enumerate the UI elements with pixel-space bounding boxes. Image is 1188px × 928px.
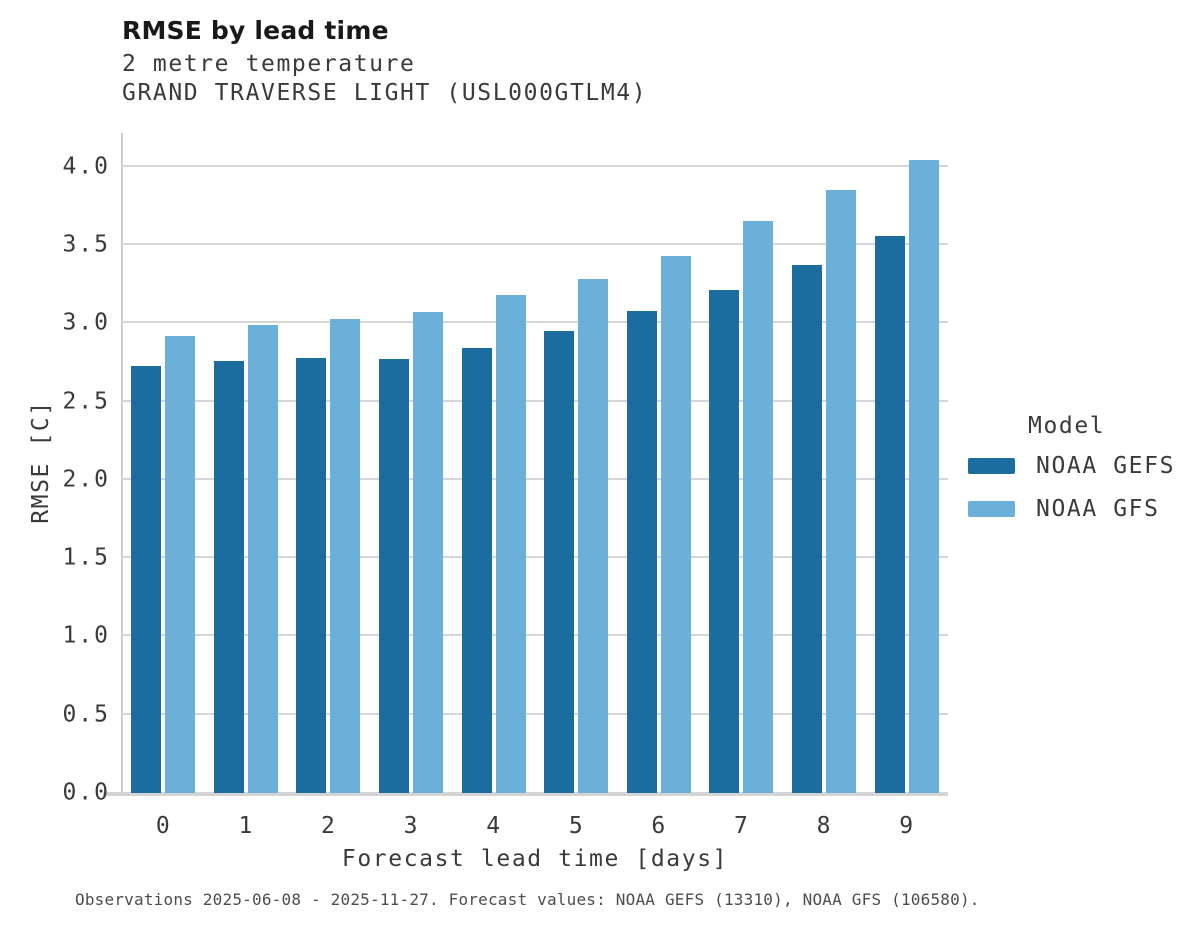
chart-title: RMSE by lead time (122, 16, 389, 45)
x-tick-label-8: 8 (816, 813, 832, 839)
x-tick-label-2: 2 (321, 813, 336, 839)
bar-noaa-gefs-lead-8 (792, 265, 823, 793)
bar-group-lead-9 (865, 133, 948, 793)
bar-group-lead-4 (452, 133, 535, 793)
bar-group-lead-3 (370, 133, 453, 793)
x-tick-label-1: 1 (238, 813, 254, 839)
x-axis-title: Forecast lead time [days] (341, 846, 729, 872)
bar-noaa-gfs-lead-9 (908, 160, 939, 793)
bar-noaa-gfs-lead-7 (743, 221, 774, 793)
bar-group-lead-6 (618, 133, 701, 793)
y-tick-label-0.5: 0.5 (62, 701, 110, 728)
y-tick-label-1.5: 1.5 (62, 544, 110, 571)
legend-label: NOAA GEFS (1036, 453, 1176, 479)
x-tick-label-9: 9 (899, 813, 915, 839)
legend: Model NOAA GEFS NOAA GFS (968, 413, 1175, 539)
legend-item-noaa-gfs: NOAA GFS (968, 496, 1175, 522)
bar-noaa-gfs-lead-8 (826, 190, 857, 793)
x-tick-label-4: 4 (486, 813, 502, 839)
legend-title: Model (1028, 413, 1106, 439)
gridline-y-1.5 (122, 556, 948, 559)
legend-swatch-noaa-gfs (968, 501, 1015, 517)
y-tick-label-0.0: 0.0 (62, 779, 110, 806)
bar-group-lead-8 (783, 133, 866, 793)
gridline-y-3.0 (122, 321, 948, 324)
bar-noaa-gefs-lead-0 (131, 365, 162, 793)
bar-noaa-gefs-lead-6 (626, 310, 657, 793)
bar-noaa-gefs-lead-2 (296, 357, 327, 793)
y-tick-label-3.5: 3.5 (62, 231, 110, 258)
legend-swatch-noaa-gefs (968, 458, 1015, 474)
plot-area (122, 133, 948, 793)
bar-group-lead-7 (700, 133, 783, 793)
y-tick-label-2.5: 2.5 (62, 388, 110, 415)
y-tick-label-1.0: 1.0 (62, 622, 110, 649)
y-axis-title: RMSE [C] (28, 400, 54, 524)
y-axis-tick-labels: 0.0 0.5 1.0 1.5 2.0 2.5 3.0 3.5 4.0 (40, 133, 110, 804)
legend-label: NOAA GFS (1036, 496, 1160, 522)
gridline-y-2.0 (122, 477, 948, 480)
y-tick-label-3.0: 3.0 (62, 309, 110, 336)
bar-group-lead-1 (205, 133, 288, 793)
x-tick-label-3: 3 (403, 813, 419, 839)
legend-item-noaa-gefs: NOAA GEFS (968, 453, 1175, 479)
bar-noaa-gefs-lead-1 (213, 360, 244, 793)
bar-noaa-gefs-lead-5 (544, 331, 575, 793)
bar-noaa-gefs-lead-4 (461, 348, 492, 793)
bar-noaa-gefs-lead-3 (379, 359, 410, 793)
bar-groups (122, 133, 948, 793)
x-tick-label-6: 6 (651, 813, 667, 839)
gridline-y-0.5 (122, 712, 948, 715)
gridline-y-3.5 (122, 242, 948, 245)
bar-noaa-gfs-lead-1 (247, 324, 278, 793)
bar-noaa-gefs-lead-7 (709, 290, 740, 793)
legend-items: NOAA GEFS NOAA GFS (968, 453, 1175, 522)
bar-noaa-gfs-lead-0 (165, 335, 196, 793)
bar-group-lead-2 (287, 133, 370, 793)
x-tick-label-7: 7 (734, 813, 749, 839)
gridline-y-1.0 (122, 634, 948, 637)
bar-noaa-gfs-lead-6 (660, 255, 691, 793)
bar-noaa-gfs-lead-3 (413, 312, 444, 793)
x-axis-spine (103, 792, 948, 796)
footer-caption: Observations 2025-06-08 - 2025-11-27. Fo… (75, 890, 980, 909)
chart-subtitle-station: GRAND TRAVERSE LIGHT (USL000GTLM4) (122, 80, 648, 106)
x-axis-tick-labels: 0 1 2 3 4 5 6 7 8 9 (122, 813, 948, 839)
chart-subtitle-variable: 2 metre temperature (122, 51, 416, 77)
y-tick-label-4.0: 4.0 (62, 153, 110, 180)
bar-noaa-gfs-lead-2 (330, 318, 361, 793)
bar-noaa-gefs-lead-9 (874, 235, 905, 793)
bar-noaa-gfs-lead-4 (495, 295, 526, 793)
x-tick-label-0: 0 (155, 813, 171, 839)
y-axis-spine (121, 133, 123, 794)
gridline-y-4.0 (122, 164, 948, 167)
bar-noaa-gfs-lead-5 (578, 279, 609, 793)
bar-group-lead-5 (535, 133, 618, 793)
x-tick-label-5: 5 (568, 813, 584, 839)
bar-group-lead-0 (122, 133, 205, 793)
gridline-y-2.5 (122, 399, 948, 402)
y-tick-label-2.0: 2.0 (62, 466, 110, 493)
